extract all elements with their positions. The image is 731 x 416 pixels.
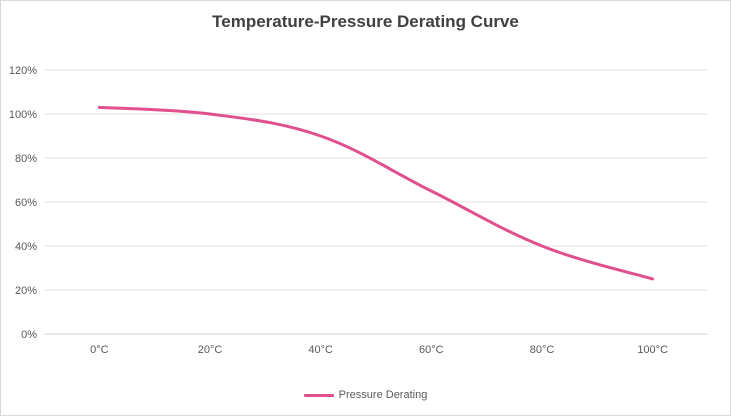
x-tick-label: 60°C [419,344,444,356]
y-tick-label: 100% [9,109,37,121]
chart-title: Temperature-Pressure Derating Curve [212,12,519,31]
x-tick-label: 40°C [308,344,333,356]
x-tick-label: 0°C [90,344,109,356]
series-line [97,105,655,281]
y-tick-label: 60% [15,197,37,209]
legend-swatch [303,393,334,397]
y-axis-labels: 0% 20% 40% 60% 80% 100% 120% [9,65,37,341]
gridlines [44,69,708,335]
legend-label: Pressure Derating [338,389,428,401]
x-tick-label: 80°C [530,344,555,356]
x-tick-label: 100°C [637,344,668,356]
y-tick-label: 0% [21,329,37,341]
y-tick-label: 120% [9,65,37,77]
x-tick-label: 20°C [198,344,223,356]
x-axis-labels: 0°C 20°C 40°C 60°C 80°C 100°C [90,344,668,356]
legend: Pressure Derating [1,389,730,401]
y-tick-label: 20% [15,285,37,297]
y-tick-label: 80% [15,153,37,165]
series-group [97,105,655,281]
y-tick-label: 40% [15,241,37,253]
